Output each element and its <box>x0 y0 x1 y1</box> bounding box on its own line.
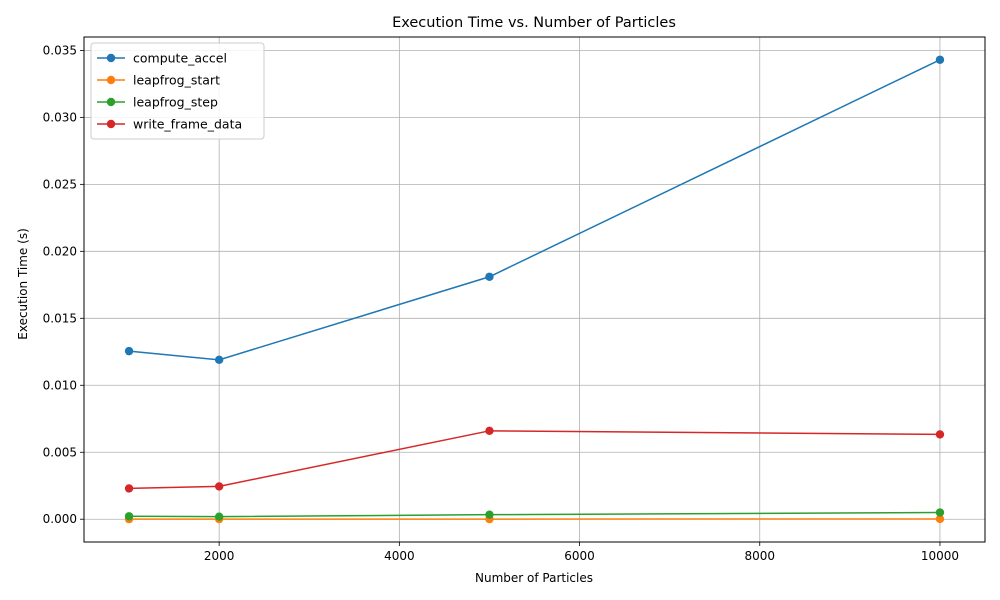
y-axis: 0.000 0.005 0.010 0.015 0.020 0.025 0.030 0.035 <box>43 43 84 526</box>
x-tick-label: 8000 <box>744 549 775 563</box>
series-line <box>129 430 940 490</box>
data-point <box>214 512 224 521</box>
legend-label: compute_accel <box>133 51 227 66</box>
y-tick-label: 0.000 <box>43 512 77 526</box>
data-point <box>935 508 945 517</box>
y-tick-label: 0.010 <box>43 378 77 392</box>
legend-swatch-marker <box>106 53 116 63</box>
data-point <box>935 514 945 524</box>
y-tick-label: 0.005 <box>43 445 77 459</box>
x-tick-label: 10000 <box>921 549 959 563</box>
x-tick-label: 2000 <box>204 549 235 563</box>
chart-title: Execution Time vs. Number of Particles <box>392 15 676 31</box>
legend-swatch-marker <box>106 119 116 129</box>
legend-item: leapfrog_start <box>97 73 220 88</box>
legend: compute_accel leapfrog_start leapfrog_step… <box>90 42 265 140</box>
legend-label: write_frame_data <box>133 117 242 132</box>
series-write-frame-data <box>124 426 945 493</box>
series-compute-accel <box>124 55 945 365</box>
data-point <box>124 484 134 493</box>
x-axis-label: Number of Particles <box>475 571 593 585</box>
data-point <box>935 55 945 64</box>
data-point <box>485 272 494 281</box>
legend-swatch-marker <box>106 75 116 85</box>
y-tick-label: 0.020 <box>43 244 77 258</box>
legend-swatch-marker <box>106 97 116 107</box>
series-layer <box>124 55 945 524</box>
data-point <box>214 482 224 491</box>
data-point <box>485 510 494 519</box>
data-point <box>124 512 134 521</box>
data-point <box>485 426 494 436</box>
y-tick-label: 0.025 <box>43 177 77 191</box>
series-leapfrog-step <box>124 508 945 521</box>
series-line <box>129 511 940 518</box>
data-point <box>214 355 224 365</box>
series-line <box>128 59 941 361</box>
y-tick-label: 0.030 <box>43 110 77 124</box>
legend-label: leapfrog_step <box>133 95 218 110</box>
legend-label: leapfrog_start <box>133 73 220 88</box>
legend-item: compute_accel <box>97 51 227 66</box>
legend-box <box>90 42 265 140</box>
x-tick-label: 6000 <box>564 549 595 563</box>
legend-item: leapfrog_step <box>97 95 218 110</box>
x-axis: 2000 4000 6000 8000 10000 <box>204 542 959 563</box>
plot-frame <box>83 36 986 543</box>
y-tick-label: 0.015 <box>43 311 77 325</box>
y-axis-label: Execution Time (s) <box>16 228 30 340</box>
data-point <box>124 346 134 356</box>
x-tick-label: 4000 <box>384 549 415 563</box>
y-tick-label: 0.035 <box>43 43 77 57</box>
data-point <box>935 430 945 439</box>
legend-item: write_frame_data <box>97 117 242 132</box>
